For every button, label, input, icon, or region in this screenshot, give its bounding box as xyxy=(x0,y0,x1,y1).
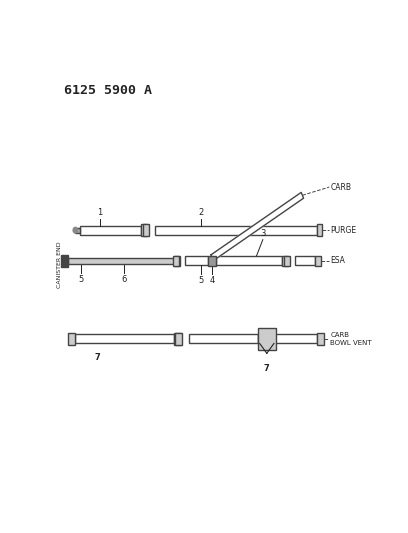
Bar xyxy=(317,224,322,236)
Bar xyxy=(317,333,324,345)
Text: CARB
BOWL VENT: CARB BOWL VENT xyxy=(330,332,372,346)
Bar xyxy=(75,334,174,343)
Text: CANISTER END: CANISTER END xyxy=(58,242,62,288)
Bar xyxy=(282,255,288,266)
Bar xyxy=(174,255,180,266)
Text: 5: 5 xyxy=(199,276,204,285)
Bar xyxy=(315,255,321,266)
Bar xyxy=(208,256,216,266)
Text: 6: 6 xyxy=(121,276,126,284)
Bar xyxy=(62,255,69,267)
Bar xyxy=(175,333,182,345)
Bar xyxy=(155,225,317,235)
Bar xyxy=(189,334,258,343)
Bar xyxy=(216,256,282,265)
Bar xyxy=(173,255,179,266)
Bar xyxy=(295,256,315,265)
Bar xyxy=(258,328,275,350)
Bar xyxy=(143,224,149,236)
Bar xyxy=(258,334,317,343)
Text: 7: 7 xyxy=(264,364,270,373)
Bar xyxy=(141,224,147,236)
Circle shape xyxy=(73,227,78,233)
Text: CARB: CARB xyxy=(330,183,351,191)
Bar xyxy=(174,333,181,345)
Text: PURGE: PURGE xyxy=(330,225,356,235)
Text: ESA: ESA xyxy=(330,256,345,265)
Text: 1: 1 xyxy=(98,208,103,217)
Bar xyxy=(69,258,174,264)
Bar xyxy=(185,256,208,265)
Bar xyxy=(80,225,141,235)
Polygon shape xyxy=(211,192,304,261)
Text: 5: 5 xyxy=(78,276,84,284)
Text: 2: 2 xyxy=(199,208,204,217)
Bar xyxy=(75,228,80,233)
Text: 6125 5900 A: 6125 5900 A xyxy=(64,84,152,98)
Bar xyxy=(68,333,75,345)
Bar xyxy=(284,255,290,266)
Text: 7: 7 xyxy=(95,353,101,362)
Text: 3: 3 xyxy=(260,229,266,238)
Text: 4: 4 xyxy=(210,276,215,285)
